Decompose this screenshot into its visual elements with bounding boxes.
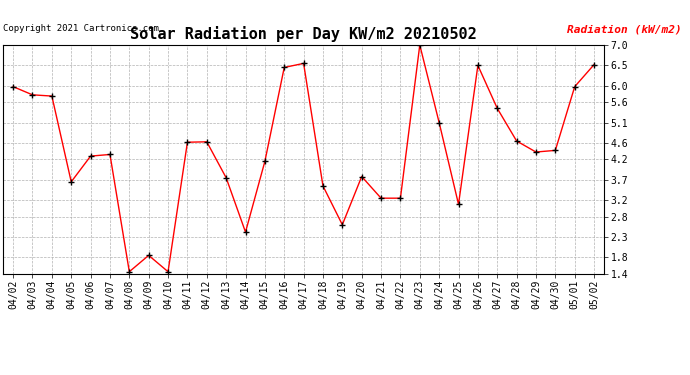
Title: Solar Radiation per Day KW/m2 20210502: Solar Radiation per Day KW/m2 20210502 — [130, 27, 477, 42]
Text: Radiation (kW/m2): Radiation (kW/m2) — [567, 24, 682, 34]
Text: Copyright 2021 Cartronics.com: Copyright 2021 Cartronics.com — [3, 24, 159, 33]
